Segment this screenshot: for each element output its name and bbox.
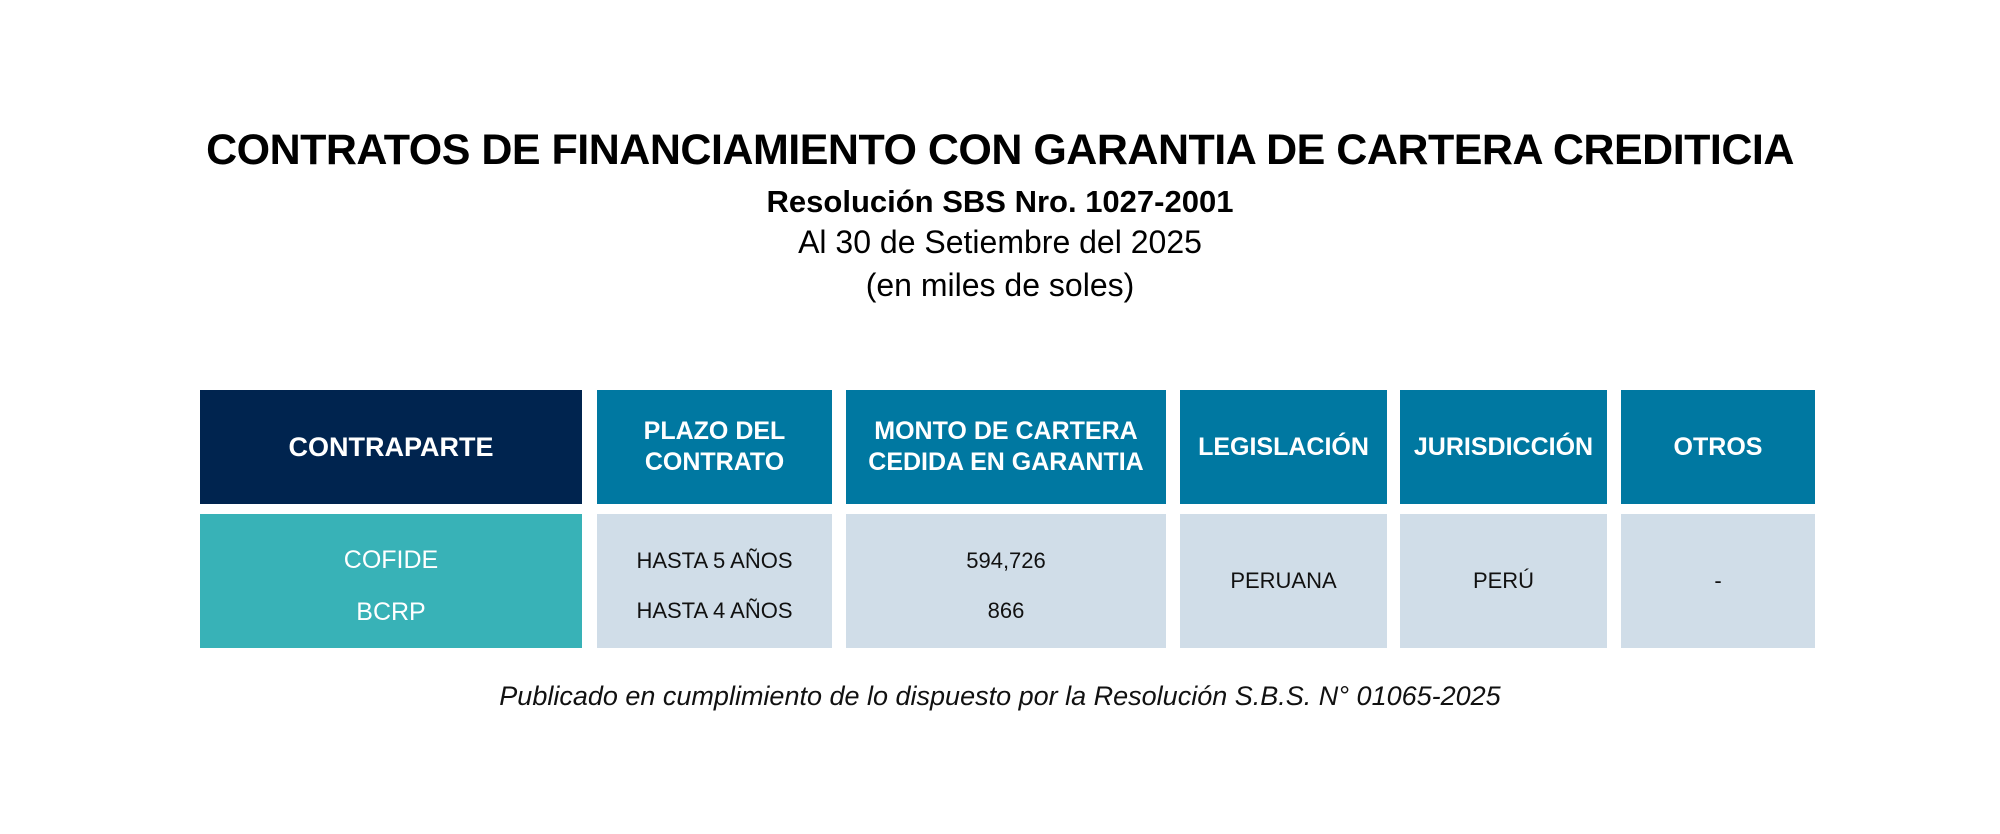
document-subtitle: Resolución SBS Nro. 1027-2001 (766, 184, 1234, 219)
header-contraparte: CONTRAPARTE (200, 390, 582, 504)
legislacion-value: PERUANA (1230, 568, 1337, 593)
plazo-cofide: HASTA 5 AÑOS (636, 548, 793, 573)
header-monto-line2: CEDIDA EN GARANTIA (868, 448, 1144, 476)
report-date: Al 30 de Setiembre del 2025 (798, 224, 1202, 260)
header-monto-line1: MONTO DE CARTERA (874, 417, 1138, 445)
plazo-bcrp: HASTA 4 AÑOS (636, 598, 793, 623)
document-title: CONTRATOS DE FINANCIAMIENTO CON GARANTIA… (206, 126, 1794, 174)
otros-value: - (1714, 568, 1722, 593)
jurisdiccion-value: PERÚ (1472, 568, 1535, 593)
header-plazo: PLAZO DEL CONTRATO (597, 390, 832, 504)
header-plazo-line1: PLAZO DEL (643, 417, 786, 445)
contraparte-cofide: COFIDE (343, 546, 439, 574)
header-monto: MONTO DE CARTERA CEDIDA EN GARANTIA (846, 390, 1166, 504)
legislacion-cell: PERUANA (1180, 514, 1387, 648)
header-otros: OTROS (1621, 390, 1815, 504)
header-jurisdiccion: JURISDICCIÓN (1400, 390, 1607, 504)
monto-cofide: 594,726 (966, 548, 1046, 573)
header-legislacion: LEGISLACIÓN (1180, 390, 1387, 504)
contraparte-bcrp: BCRP (356, 598, 426, 626)
header-jurisdiccion-label: JURISDICCIÓN (1413, 432, 1594, 461)
publication-footnote: Publicado en cumplimiento de lo dispuest… (499, 681, 1501, 711)
header-legislacion-label: LEGISLACIÓN (1198, 432, 1369, 461)
contraparte-cell: COFIDE BCRP (200, 514, 582, 648)
header-otros-label: OTROS (1673, 432, 1763, 461)
header-contraparte-label: CONTRAPARTE (288, 431, 494, 462)
monto-bcrp: 866 (987, 598, 1025, 623)
monto-cell: 594,726 866 (846, 514, 1166, 648)
units-note: (en miles de soles) (865, 267, 1135, 303)
header-plazo-line2: CONTRATO (644, 448, 785, 476)
plazo-cell: HASTA 5 AÑOS HASTA 4 AÑOS (597, 514, 832, 648)
otros-cell: - (1621, 514, 1815, 648)
jurisdiccion-cell: PERÚ (1400, 514, 1607, 648)
